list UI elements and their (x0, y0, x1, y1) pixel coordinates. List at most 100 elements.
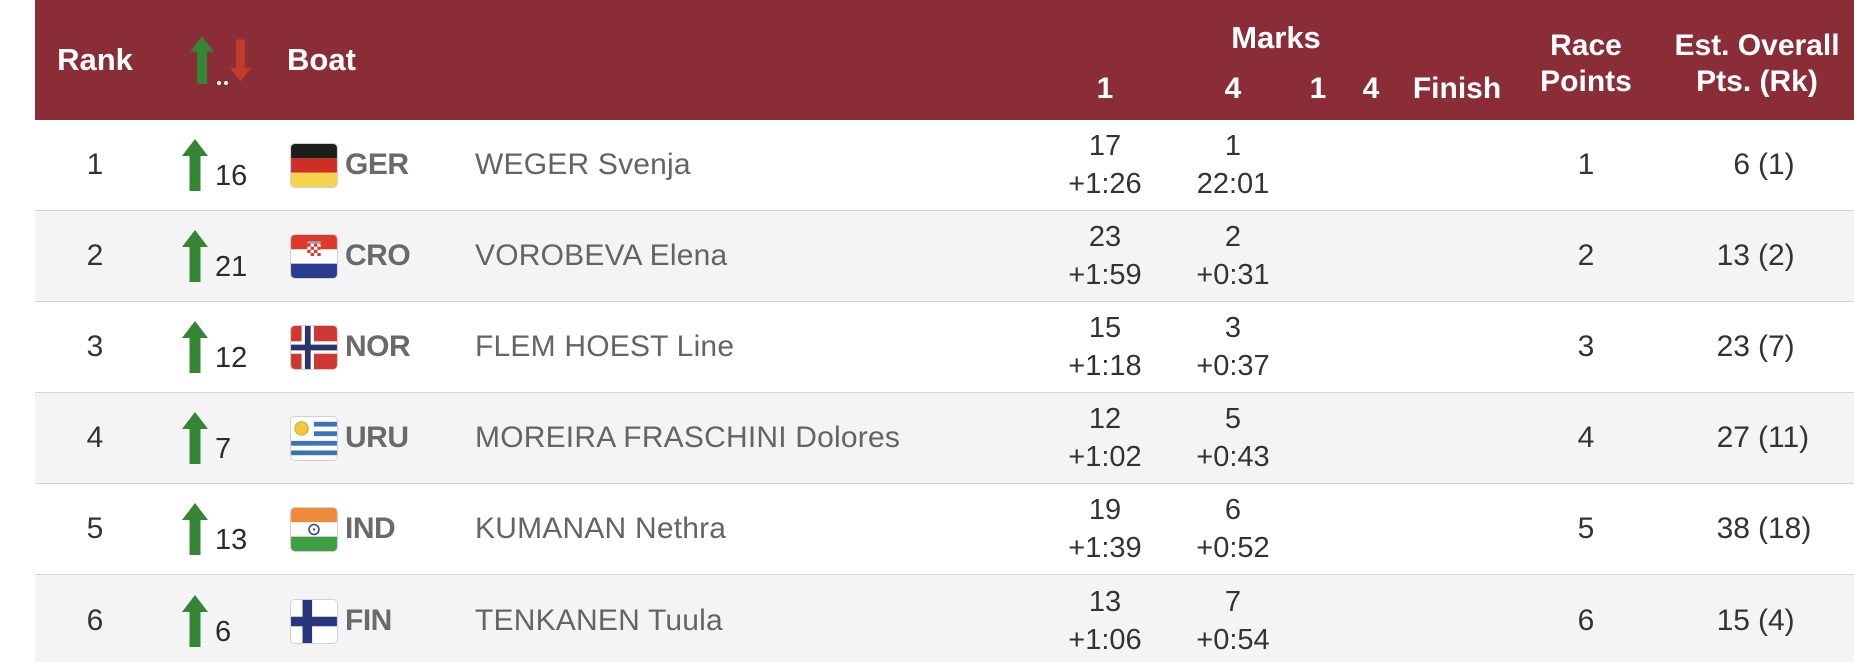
up-arrow-icon (182, 412, 208, 464)
up-arrow-icon (182, 595, 208, 647)
header-mark-col-1: 1 (1096, 72, 1114, 105)
up-arrow-icon (182, 503, 208, 555)
rank-change-value: 6 (215, 616, 232, 648)
mark1-cell: 23 +1:59 (1040, 218, 1170, 294)
mark1-rank: 19 (1088, 494, 1122, 526)
mark2-rank: 1 (1224, 130, 1242, 162)
sailor-name: KUMANAN Nethra (475, 512, 727, 545)
header-marks-label: Marks (1231, 20, 1321, 55)
overall-points-value: 15 (1716, 604, 1750, 637)
rank-change-cell: 21 (155, 230, 285, 282)
table-row[interactable]: 2 21 (35, 210, 1854, 301)
mark1-cell: 13 +1:06 (1040, 583, 1170, 659)
mark1-delta: +1:02 (1068, 441, 1142, 473)
mark2-delta: 22:01 (1196, 168, 1270, 200)
header-est-overall-label: Est. Overall Pts. (Rk) (1660, 0, 1854, 120)
mark1-cell: 12 +1:02 (1040, 400, 1170, 476)
race-points-value: 2 (1577, 239, 1595, 272)
mark2-cell: 1 22:01 (1170, 127, 1296, 203)
rank-change-cell: 16 (155, 139, 285, 191)
rank-change-value: 16 (215, 160, 248, 192)
country-code: URU (345, 421, 409, 454)
rank-change-value: 7 (215, 433, 232, 465)
mark1-cell: 17 +1:26 (1040, 127, 1170, 203)
up-arrow-icon (189, 36, 214, 84)
mark1-cell: 19 +1:39 (1040, 491, 1170, 567)
overall-points-value: 13 (1716, 239, 1750, 272)
overall-rank-value: (7) (1758, 330, 1795, 363)
table-row[interactable]: 3 12 NOR FLEM HOEST Line (35, 301, 1854, 392)
flag-norway-icon (290, 324, 338, 370)
mark2-cell: 7 +0:54 (1170, 583, 1296, 659)
boat-cell: CRO (285, 233, 475, 279)
overall-points-value: 23 (1716, 330, 1750, 363)
header-mark-col-4: 4 (1362, 72, 1380, 105)
up-arrow-icon (182, 321, 208, 373)
rank-change-cell: 12 (155, 321, 285, 373)
country-code: IND (345, 512, 396, 545)
mark1-cell: 15 +1:18 (1040, 309, 1170, 385)
overall-cell: 6 (1) (1660, 148, 1854, 182)
race-points-value: 5 (1577, 512, 1595, 545)
overall-rank-value: (4) (1758, 604, 1795, 637)
up-arrow-icon (182, 139, 208, 191)
rank-value: 4 (86, 421, 104, 454)
rank-change-cell: 13 (155, 503, 285, 555)
mark2-cell: 2 +0:31 (1170, 218, 1296, 294)
boat-cell: GER (285, 142, 475, 188)
header-rank-change (155, 0, 285, 120)
table-header: Rank Boat Marks 1 4 1 4 Finish (35, 0, 1854, 120)
mark1-delta: +1:18 (1068, 350, 1142, 382)
mark2-cell: 5 +0:43 (1170, 400, 1296, 476)
overall-cell: 13 (2) (1660, 239, 1854, 273)
overall-rank-value: (1) (1758, 148, 1795, 181)
mark1-rank: 17 (1088, 130, 1122, 162)
overall-cell: 15 (4) (1660, 604, 1854, 638)
race-points-line1: Race (1550, 29, 1622, 62)
header-rank-label: Rank (57, 42, 133, 77)
est-overall-line1: Est. Overall (1674, 29, 1840, 62)
header-boat-label: Boat (287, 42, 356, 77)
rank-value: 2 (86, 239, 104, 272)
mark2-delta: +0:31 (1196, 259, 1270, 291)
mark1-rank: 23 (1088, 221, 1122, 253)
header-race-points-label: Race Points (1512, 0, 1660, 120)
flag-uruguay-icon (290, 415, 338, 461)
flag-croatia-icon (290, 233, 338, 279)
overall-rank-value: (18) (1758, 512, 1812, 545)
race-points-value: 6 (1577, 604, 1595, 637)
sailor-name: FLEM HOEST Line (475, 330, 735, 363)
country-code: CRO (345, 239, 411, 272)
table-row[interactable]: 1 16 GER WEGER Svenja 17 +1:26 1 22:0 (35, 120, 1854, 210)
table-row[interactable]: 6 6 FIN TENKANEN Tuula 13 +1:0 (35, 574, 1854, 662)
mark2-delta: +0:43 (1196, 441, 1270, 473)
rank-change-value: 21 (215, 251, 248, 283)
boat-cell: URU (285, 415, 475, 461)
country-code: NOR (345, 330, 411, 363)
down-arrow-icon (229, 39, 251, 81)
boat-cell: IND (285, 506, 475, 552)
table-row[interactable]: 5 13 IND KUMANAN Nethra 1 (35, 483, 1854, 574)
rank-change-cell: 7 (155, 412, 285, 464)
overall-points-value: 38 (1716, 512, 1750, 545)
mark2-delta: +0:54 (1196, 624, 1270, 656)
rank-value: 6 (86, 604, 104, 637)
overall-cell: 27 (11) (1660, 421, 1854, 455)
mark2-rank: 6 (1224, 494, 1242, 526)
mark1-delta: +1:26 (1068, 168, 1142, 200)
race-points-value: 3 (1577, 330, 1595, 363)
up-arrow-icon (182, 230, 208, 282)
sailor-name: WEGER Svenja (475, 148, 691, 181)
table-row[interactable]: 4 7 URU MOREIRA FRASCHINI D (35, 392, 1854, 483)
overall-points-value: 27 (1716, 421, 1750, 454)
header-mark-col-3: 1 (1309, 72, 1327, 105)
mark2-rank: 3 (1224, 312, 1242, 344)
mark1-delta: +1:39 (1068, 532, 1142, 564)
country-code: GER (345, 148, 409, 181)
race-points-value: 1 (1577, 148, 1595, 181)
overall-cell: 23 (7) (1660, 330, 1854, 364)
overall-rank-value: (2) (1758, 239, 1795, 272)
overall-points-value: 6 (1733, 148, 1750, 181)
overall-rank-value: (11) (1758, 421, 1810, 454)
est-overall-line2: Pts. (Rk) (1696, 65, 1818, 98)
